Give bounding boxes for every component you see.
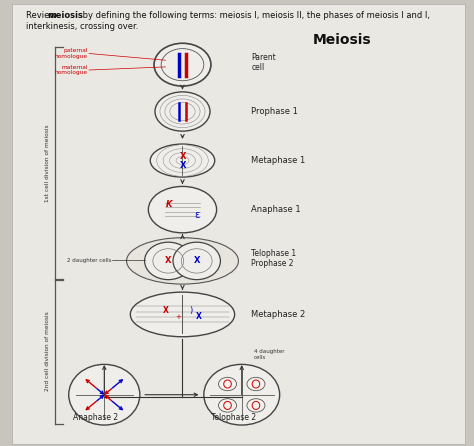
Ellipse shape — [145, 242, 192, 280]
Ellipse shape — [130, 292, 235, 337]
Text: +: + — [175, 314, 181, 320]
Ellipse shape — [219, 399, 237, 412]
Text: ): ) — [190, 306, 192, 315]
Text: Anaphase 2: Anaphase 2 — [73, 413, 118, 422]
Ellipse shape — [127, 238, 238, 284]
Ellipse shape — [204, 364, 280, 425]
Text: interkinesis, crossing over.: interkinesis, crossing over. — [26, 22, 138, 31]
Ellipse shape — [173, 242, 220, 280]
Text: Review: Review — [26, 11, 59, 20]
Ellipse shape — [148, 186, 217, 233]
Text: X: X — [193, 256, 200, 265]
Ellipse shape — [69, 364, 140, 425]
Text: Telophase 2: Telophase 2 — [211, 413, 256, 422]
Text: Parent
cell: Parent cell — [251, 53, 276, 72]
Text: Metaphase 1: Metaphase 1 — [251, 156, 305, 165]
Text: Telophase 1
Prophase 2: Telophase 1 Prophase 2 — [251, 249, 296, 268]
Text: 2nd cell division of meiosis: 2nd cell division of meiosis — [45, 312, 50, 391]
FancyBboxPatch shape — [12, 4, 465, 444]
Ellipse shape — [219, 377, 237, 391]
Text: 2 daughter cells: 2 daughter cells — [67, 258, 111, 263]
Text: maternal
homologue: maternal homologue — [55, 65, 88, 75]
Ellipse shape — [150, 144, 215, 177]
Ellipse shape — [154, 43, 211, 86]
Text: Prophase 1: Prophase 1 — [251, 107, 298, 116]
Text: meiosis: meiosis — [47, 11, 83, 20]
Text: X: X — [180, 161, 187, 169]
Ellipse shape — [247, 377, 265, 391]
Text: Metaphase 2: Metaphase 2 — [251, 310, 305, 319]
Text: X: X — [165, 256, 172, 265]
Text: ε: ε — [194, 210, 200, 220]
Text: 1st cell division of meiosis: 1st cell division of meiosis — [45, 124, 50, 202]
Text: X: X — [180, 152, 187, 161]
Text: 4 daughter
cells: 4 daughter cells — [254, 349, 284, 360]
Text: by defining the following terms: meiosis I, meiosis II, the phases of meiosis I : by defining the following terms: meiosis… — [80, 11, 429, 20]
Text: paternal
homologue: paternal homologue — [55, 48, 88, 59]
Ellipse shape — [155, 92, 210, 131]
Text: K: K — [166, 200, 173, 209]
Ellipse shape — [247, 399, 265, 412]
Text: Meiosis: Meiosis — [313, 33, 372, 47]
Text: X: X — [196, 312, 202, 321]
Text: Anaphase 1: Anaphase 1 — [251, 205, 301, 214]
Text: X: X — [163, 306, 169, 315]
